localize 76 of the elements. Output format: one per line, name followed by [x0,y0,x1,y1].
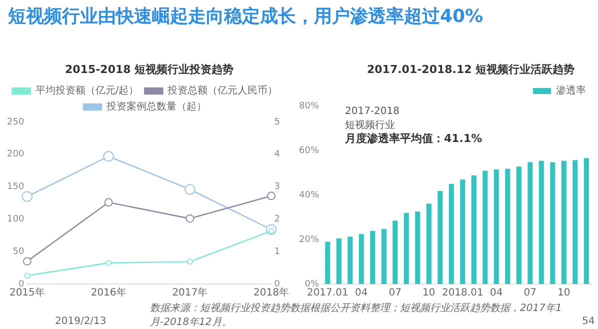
legend-label: 渗透率 [556,84,586,97]
bar [460,179,466,284]
point [104,198,113,207]
point [22,191,33,202]
legend-label: 投资总额（亿元人民币） [166,84,278,97]
text: 短视频行业由快速崛起走向稳定成长，用户渗透率超过40% [8,5,484,28]
y-tick-label: 0 [18,279,24,290]
source-note: 数据来源：短视频行业投资趋势数据根据公开资料整理；短视频行业活跃趋势数据，2017年1月-2018年12月。 [150,302,563,329]
legend-label: 投资案例总数量（起） [106,100,206,113]
point [186,258,193,265]
x-tick-label: 2017年 [172,286,208,299]
annotation: 2017-2018 [345,106,400,117]
point [103,150,114,162]
bar [561,160,566,284]
bar [426,204,432,284]
x-tick-label: 07 [388,288,402,299]
bar [448,184,454,284]
y-tick-label: 20% [298,234,320,245]
annotation: 短视频行业 [345,118,395,132]
bar [392,220,398,284]
bar [482,170,488,284]
legend-label: 平均投资额（亿元/起） [35,84,139,97]
y-tick-label: 40% [298,190,320,200]
bar [381,229,386,284]
bar [528,162,533,284]
y2-tick-label: 1 [274,246,280,257]
y2-tick-label: 5 [274,117,280,128]
bar [550,162,556,284]
point [186,214,194,223]
x-tick-label: 10 [422,288,436,299]
y-tick-label: 60% [298,146,320,156]
text: 2019/2/13 [55,316,106,327]
x-tick-label: 04 [355,288,368,299]
chart-title: 2015-2018 短视频行业投资趋势 [65,62,234,77]
point [24,272,30,279]
y-tick-label: 200 [6,150,24,160]
y2-tick-label: 3 [274,182,280,192]
y-tick-label: 150 [6,182,24,192]
x-tick-label: 2018年 [254,286,289,299]
y2-tick-label: 2 [274,214,280,225]
x-tick-label: 10 [558,288,570,299]
annotation: 月度渗透率平均值：41.1% [345,131,482,146]
bar [471,175,476,284]
y-tick-label: 100 [6,214,24,225]
x-tick-label: 2016年 [90,286,126,299]
y2-tick-label: 4 [274,150,280,160]
y-tick-label: 250 [6,117,24,128]
point [22,257,32,266]
bar [325,242,330,284]
bar [505,168,510,284]
bar [336,238,342,284]
bar [538,160,544,284]
x-tick-label: 2018.01 [442,288,484,299]
bar [370,231,376,284]
chart-title: 2017.01-2018.12 短视频行业活跃趋势 [367,62,575,77]
bar [572,160,578,284]
x-tick-label: 04 [490,288,503,299]
y-tick-label: 0% [304,279,320,290]
y2-tick-label: 0 [274,279,280,290]
bar [358,234,364,284]
x-tick-label: 2017.01 [306,288,348,299]
bar [404,213,409,284]
x-tick-label: 2015年 [9,286,45,299]
y-tick-label: 50 [12,246,24,257]
bar [438,190,443,284]
bar [494,169,499,284]
point [106,260,112,266]
bar [516,166,522,284]
y-tick-label: 80% [298,101,320,112]
bar [584,158,589,284]
point [184,184,196,195]
x-tick-label: 07 [524,288,536,299]
bar [348,236,353,284]
bar [415,211,420,284]
text: 54 [582,316,595,327]
point [267,192,276,200]
